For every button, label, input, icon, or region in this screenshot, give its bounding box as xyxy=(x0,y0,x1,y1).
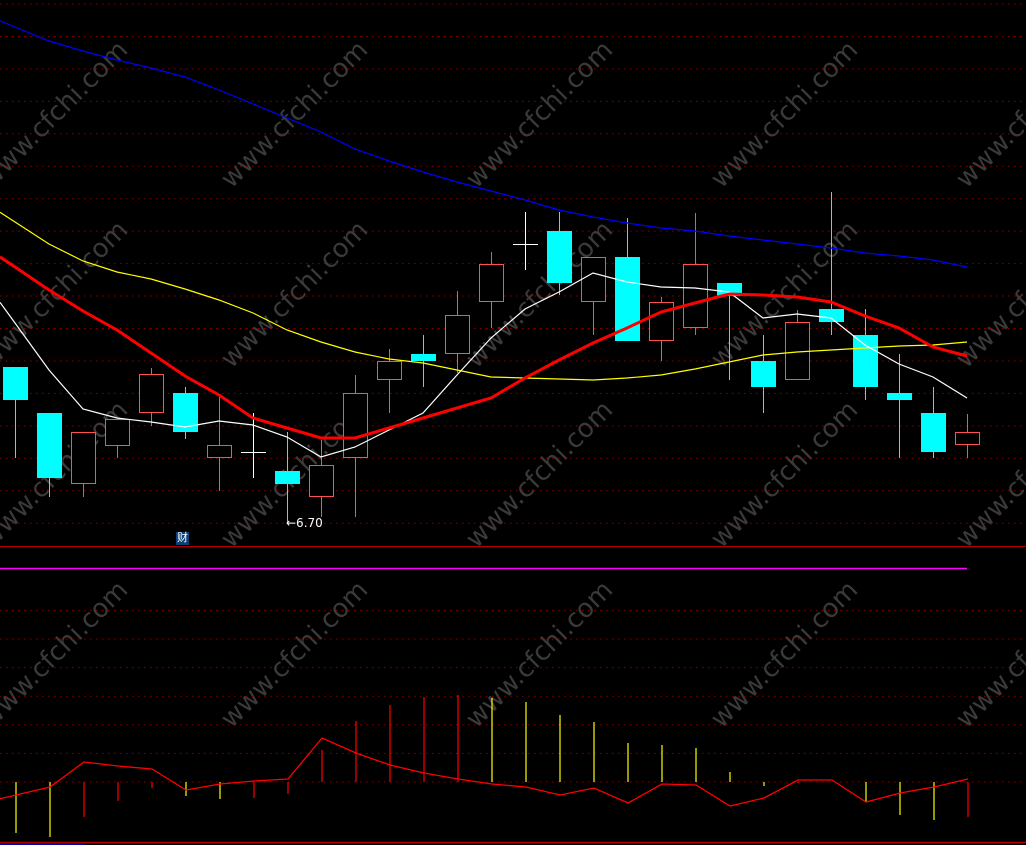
candle[interactable] xyxy=(649,297,674,361)
candle[interactable] xyxy=(3,367,28,458)
candle[interactable] xyxy=(411,335,436,387)
candle-body-down xyxy=(275,471,300,484)
watermark-text: www.cfchi.com xyxy=(460,575,619,734)
candle-body-up xyxy=(581,257,606,302)
candle[interactable] xyxy=(37,413,62,497)
candle-body-down xyxy=(3,367,28,400)
candle[interactable] xyxy=(343,375,368,517)
ma5-line xyxy=(0,272,968,458)
low-price-label: ←6.70 xyxy=(286,516,323,530)
watermark-text: www.cfchi.com xyxy=(0,575,134,734)
candle[interactable] xyxy=(275,432,300,523)
ma20-line xyxy=(0,211,968,381)
watermark-text: www.cfchi.com xyxy=(460,395,619,554)
candle-body-down xyxy=(887,393,912,400)
candle-body-up xyxy=(377,361,402,380)
candle[interactable] xyxy=(853,309,878,400)
watermark-text: www.cfchi.com xyxy=(215,575,374,734)
watermark-text: www.cfchi.com xyxy=(950,215,1026,374)
low-annotation: ←6.70 xyxy=(286,516,323,530)
watermark-text: www.cfchi.com xyxy=(950,575,1026,734)
candle[interactable] xyxy=(377,349,402,413)
candle[interactable] xyxy=(751,335,776,413)
watermark-text: www.cfchi.com xyxy=(705,395,864,554)
candle[interactable] xyxy=(887,354,912,458)
candle-body-up xyxy=(139,374,164,413)
ma10-line xyxy=(0,255,968,440)
candle[interactable] xyxy=(955,414,980,458)
watermark-text: www.cfchi.com xyxy=(215,35,374,194)
financial-badge[interactable]: 财 xyxy=(176,532,189,545)
candle-body-up xyxy=(71,432,96,484)
candle[interactable] xyxy=(139,368,164,426)
candle-body-down xyxy=(547,231,572,283)
candle-body-down xyxy=(819,309,844,322)
watermark-text: www.cfchi.com xyxy=(0,215,134,374)
watermark-text: www.cfchi.com xyxy=(705,575,864,734)
indicator-pane xyxy=(0,695,969,837)
candle[interactable] xyxy=(513,212,538,270)
candle-body-up xyxy=(207,445,232,458)
candle-body-up xyxy=(683,264,708,328)
watermark-text: www.cfchi.com xyxy=(950,395,1026,554)
candle-body-up xyxy=(955,432,980,445)
candle-body-down xyxy=(411,354,436,361)
candle-body-up xyxy=(105,419,130,446)
candle-body-up xyxy=(309,465,334,497)
candle-body-down xyxy=(853,335,878,387)
scrollbar-thumb[interactable] xyxy=(0,843,85,845)
watermark-text: www.cfchi.com xyxy=(460,35,619,194)
candle[interactable] xyxy=(819,192,844,335)
candle[interactable] xyxy=(445,291,470,373)
candle[interactable] xyxy=(173,387,198,439)
candle[interactable] xyxy=(581,257,606,335)
candle-body-up xyxy=(343,393,368,458)
candle[interactable] xyxy=(683,213,708,335)
candle[interactable] xyxy=(207,395,232,491)
candle-body-up xyxy=(479,264,504,302)
watermark-text: www.cfchi.com xyxy=(950,35,1026,194)
candle-body-down xyxy=(37,413,62,478)
candle[interactable] xyxy=(105,419,130,458)
ma60-line xyxy=(0,20,968,268)
candle-body-up xyxy=(445,315,470,354)
candles xyxy=(3,192,980,523)
candle[interactable] xyxy=(241,413,266,478)
watermark-text: www.cfchi.com xyxy=(0,395,134,554)
candle[interactable] xyxy=(547,212,572,295)
candle[interactable] xyxy=(785,310,810,380)
candle-body-down xyxy=(751,361,776,387)
moving-averages xyxy=(0,20,968,458)
candle[interactable] xyxy=(479,252,504,328)
candle[interactable] xyxy=(921,387,946,458)
watermark-text: www.cfchi.com xyxy=(705,35,864,194)
indicator-line xyxy=(0,737,969,807)
candle[interactable] xyxy=(71,432,96,497)
candle-body-down xyxy=(921,413,946,452)
candle[interactable] xyxy=(309,440,334,517)
